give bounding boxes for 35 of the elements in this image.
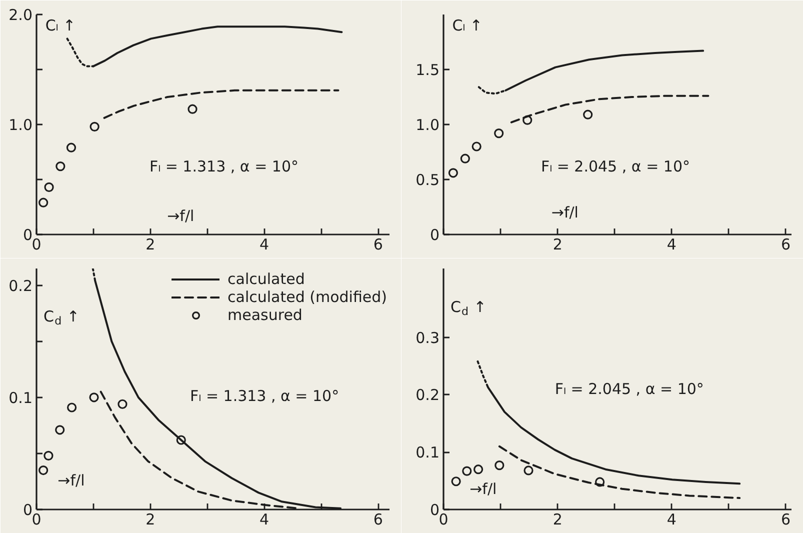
x-axis-title: →f/l xyxy=(58,472,85,490)
annotation: Fₗ = 1.313 , α = 10° xyxy=(149,157,299,176)
x-tick-label: 6 xyxy=(781,510,791,528)
x-tick-label: 2 xyxy=(552,510,562,528)
legend-label: calculated xyxy=(228,270,305,288)
y-axis-title: Cₗ ↑ xyxy=(45,16,76,34)
x-tick-label: 6 xyxy=(781,236,791,254)
y-axis-title: Cₗ ↑ xyxy=(452,16,483,34)
y-tick-label: 0.1 xyxy=(8,388,33,407)
y-tick-label: 0.5 xyxy=(416,171,440,189)
x-tick-label: 6 xyxy=(373,236,383,254)
annotation: Fₗ = 2.045 , α = 10° xyxy=(554,380,704,398)
x-tick-label: 2 xyxy=(146,510,156,528)
x-tick-label: 6 xyxy=(373,510,383,528)
y-tick-label: 0.2 xyxy=(416,386,440,404)
y-tick-label: 2.0 xyxy=(8,6,33,24)
legend-label: calculated (modified) xyxy=(228,288,387,306)
annotation: Fₗ = 2.045 , α = 10° xyxy=(540,157,690,176)
x-axis-title: →f/l xyxy=(470,480,497,498)
x-tick-label: 2 xyxy=(146,236,156,254)
y-tick-label: 0.3 xyxy=(416,328,440,347)
x-tick-label: 4 xyxy=(666,510,676,528)
x-tick-label: 4 xyxy=(259,510,270,528)
y-tick-label: 1.5 xyxy=(416,61,440,79)
x-tick-label: 2 xyxy=(552,236,562,254)
y-tick-label: 0.1 xyxy=(416,444,440,462)
y-tick-label: 1.0 xyxy=(416,116,440,134)
legend-label: measured xyxy=(228,306,302,324)
y-tick-label: 0.2 xyxy=(8,276,33,295)
x-axis-title: →f/l xyxy=(551,204,578,222)
x-tick-label: 4 xyxy=(666,236,676,254)
annotation: Fₗ = 1.313 , α = 10° xyxy=(190,387,340,406)
x-tick-label: 4 xyxy=(259,236,270,254)
y-tick-label: 1.0 xyxy=(8,116,33,134)
x-axis-title: →f/l xyxy=(167,206,194,225)
